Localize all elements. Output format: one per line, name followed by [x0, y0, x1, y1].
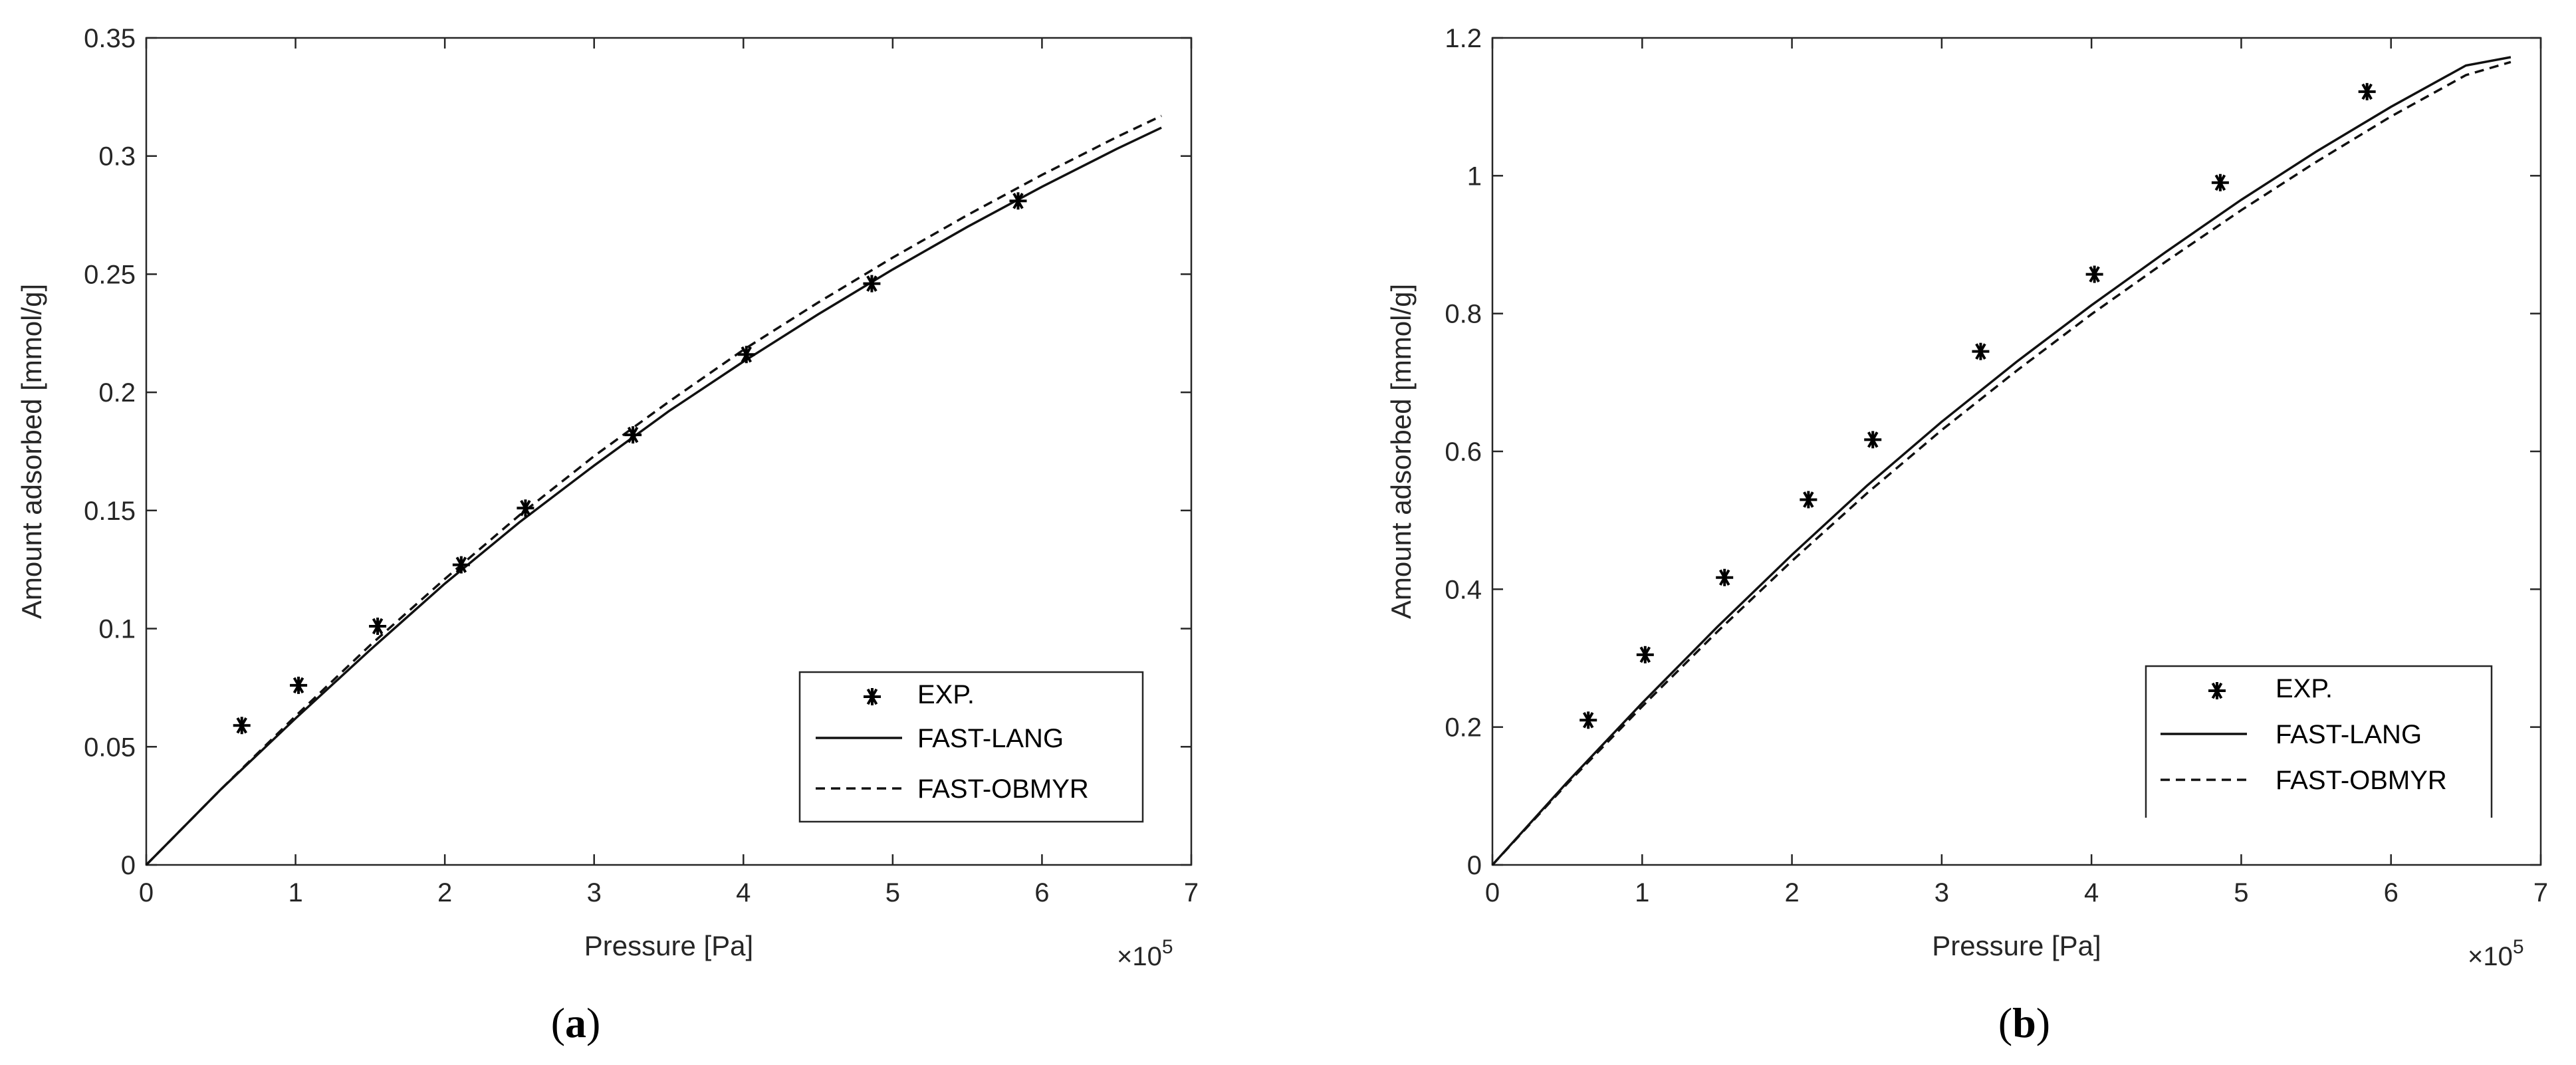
data-point-exp — [1864, 431, 1882, 449]
legend: EXP. FAST-LANG FAST-OBMYR — [798, 671, 1144, 823]
data-point-exp — [1009, 192, 1027, 210]
legend-border — [2145, 665, 2493, 818]
data-point-exp — [1580, 711, 1597, 729]
x-tick-label: 7 — [1184, 878, 1199, 907]
data-point-exp — [369, 618, 387, 636]
data-point-exp — [2085, 265, 2103, 283]
x-tick-label: 2 — [1784, 878, 1799, 907]
x-multiplier: ×105 — [2468, 936, 2524, 971]
y-tick-label: 0.3 — [98, 142, 136, 172]
legend-label: FAST-OBMYR — [917, 774, 1089, 804]
legend-label: FAST-LANG — [917, 724, 1064, 753]
x-tick-label: 2 — [437, 878, 452, 907]
y-axis-label: Amount adsorbed [mmol/g] — [1385, 284, 1417, 619]
data-point-exp — [452, 556, 470, 574]
y-tick-label: 0.1 — [98, 615, 136, 644]
x-axis-label: Pressure [Pa] — [1932, 930, 2101, 961]
x-tick-label: 0 — [139, 878, 154, 907]
y-tick-label: 0.15 — [84, 497, 136, 526]
data-point-exp — [1800, 491, 1817, 509]
y-tick-label: 0.4 — [1445, 575, 1482, 604]
x-tick-label: 3 — [1934, 878, 1949, 907]
y-tick-label: 0.35 — [84, 24, 136, 53]
legend-label: FAST-LANG — [2276, 720, 2422, 749]
y-tick-label: 0.25 — [84, 260, 136, 289]
data-point-exp — [1972, 342, 1990, 360]
x-tick-label: 6 — [2384, 878, 2399, 907]
y-tick-label: 0.6 — [1445, 437, 1482, 467]
x-tick-label: 7 — [2533, 878, 2548, 907]
y-tick-label: 0 — [1467, 851, 1482, 880]
x-axis-label: Pressure [Pa] — [584, 930, 753, 961]
x-tick-label: 5 — [885, 878, 900, 907]
chart-panel-b: 0 1 2 3 4 5 6 7 0 0.2 0.4 0.6 0.8 1 1.2 Pressure [Pa] Am… — [1385, 24, 2548, 1046]
x-tick-label: 4 — [736, 878, 751, 907]
x-multiplier: ×105 — [1117, 936, 1173, 971]
x-tick-label: 6 — [1034, 878, 1049, 907]
data-point-exp — [233, 717, 251, 735]
panel-caption: (a) — [551, 999, 601, 1046]
x-tick-label: 1 — [288, 878, 302, 907]
y-tick-label: 0.8 — [1445, 300, 1482, 329]
x-tick-label: 1 — [1635, 878, 1649, 907]
y-tick-label: 0.2 — [1445, 713, 1482, 743]
data-point-exp — [863, 275, 881, 293]
data-point-exp — [2211, 174, 2229, 191]
data-point-exp — [2358, 82, 2376, 100]
x-tick-label: 5 — [2234, 878, 2248, 907]
legend-label: EXP. — [917, 680, 975, 709]
chart-panel-a: 0 1 2 3 4 5 6 7 0 0.05 0.1 0.15 0.2 0.25 0.3 0.35 Pressu… — [16, 24, 1199, 1046]
data-point-exp — [290, 676, 308, 694]
x-tick-label: 4 — [2084, 878, 2099, 907]
legend-box — [2146, 666, 2492, 812]
data-point-exp — [517, 499, 534, 517]
panel-caption: (b) — [1998, 999, 2050, 1046]
y-tick-label: 1.2 — [1445, 24, 1482, 53]
legend-box — [798, 671, 1144, 823]
data-point-exp — [1636, 646, 1654, 663]
y-axis-label: Amount adsorbed [mmol/g] — [16, 284, 47, 619]
y-tick-label: 1 — [1467, 162, 1482, 191]
legend-marker-exp — [2208, 682, 2226, 699]
y-tick-label: 0.2 — [98, 378, 136, 408]
series-line-fast-obmyr — [1491, 60, 2512, 866]
legend-marker-exp — [864, 688, 881, 705]
data-point-exp — [1716, 568, 1734, 586]
x-tick-label: 3 — [587, 878, 602, 907]
legend: EXP. FAST-LANG FAST-OBMYR — [2145, 665, 2493, 818]
y-tick-label: 0.05 — [84, 733, 136, 762]
series-line-fast-lang — [1491, 56, 2512, 866]
x-tick-label: 0 — [1485, 878, 1500, 907]
data-point-exp — [624, 426, 642, 444]
series-line-fast-obmyr — [145, 114, 1162, 866]
legend-label: FAST-OBMYR — [2276, 766, 2447, 795]
data-point-exp — [737, 346, 755, 364]
y-tick-label: 0 — [121, 851, 136, 880]
legend-label: EXP. — [2276, 674, 2333, 703]
